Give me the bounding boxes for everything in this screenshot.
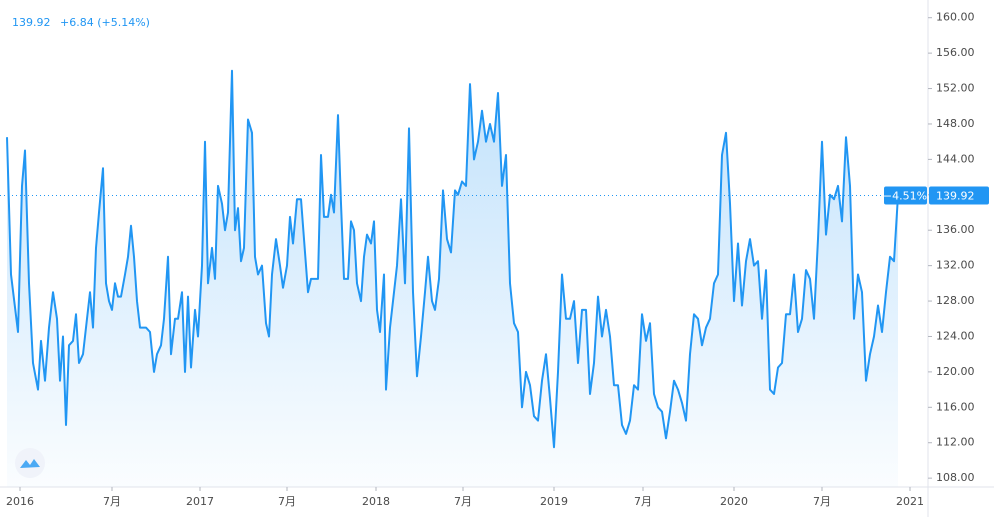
x-tick-label: 2018 (362, 495, 390, 508)
header-change: +6.84 (+5.14%) (60, 16, 150, 29)
y-tick-label: 156.00 (936, 46, 975, 59)
x-tick-label: 2017 (186, 495, 214, 508)
x-tick-label: 7月 (278, 495, 296, 508)
x-tick-label: 2019 (540, 495, 568, 508)
x-tick-label: 7月 (454, 495, 472, 508)
x-tick-label: 2016 (6, 495, 34, 508)
y-tick-label: 148.00 (936, 117, 975, 130)
price-label: 139.92 (936, 190, 975, 203)
change-label: −4.51% (883, 190, 927, 203)
y-tick-label: 112.00 (936, 436, 975, 449)
change-badge (884, 186, 927, 205)
x-tick-label: 7月 (634, 495, 652, 508)
y-tick-label: 152.00 (936, 82, 975, 95)
y-tick-label: 120.00 (936, 365, 975, 378)
price-badge (929, 186, 989, 205)
x-tick-label: 2021 (896, 495, 924, 508)
y-tick-label: 132.00 (936, 259, 975, 272)
x-tick-label: 2020 (720, 495, 748, 508)
y-tick-label: 144.00 (936, 152, 975, 165)
y-tick-label: 160.00 (936, 11, 975, 24)
x-tick-label: 7月 (103, 495, 121, 508)
y-tick-label: 124.00 (936, 329, 975, 342)
x-tick-label: 7月 (813, 495, 831, 508)
logo (15, 448, 45, 478)
header-price: 139.92 (12, 16, 51, 29)
y-tick-label: 116.00 (936, 400, 975, 413)
y-tick-label: 108.00 (936, 471, 975, 484)
price-line (6, 69, 899, 449)
y-tick-label: 128.00 (936, 294, 975, 307)
y-tick-label: 136.00 (936, 223, 975, 236)
